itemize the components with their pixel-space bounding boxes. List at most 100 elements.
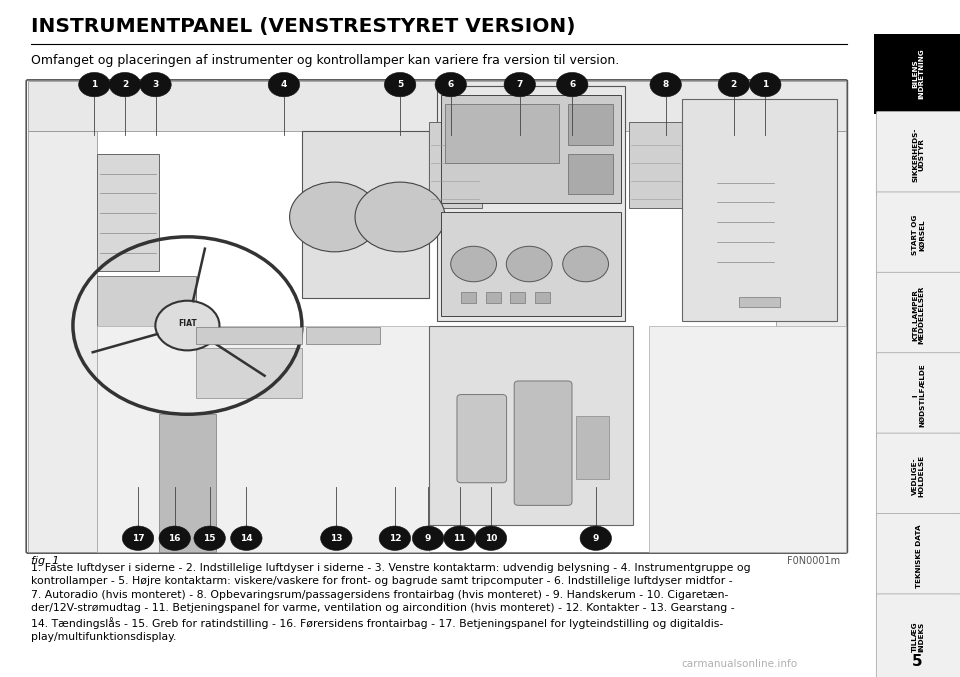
Bar — [445, 104, 560, 162]
FancyBboxPatch shape — [876, 192, 960, 278]
Bar — [715, 154, 776, 271]
Text: 8: 8 — [662, 80, 669, 89]
Text: 17: 17 — [132, 533, 144, 543]
Text: 12: 12 — [389, 533, 401, 543]
Text: 1. Faste luftdyser i siderne - 2. Indstillelige luftdyser i siderne - 3. Venstre: 1. Faste luftdyser i siderne - 2. Indsti… — [31, 563, 750, 642]
Circle shape — [580, 526, 612, 550]
Bar — [441, 95, 621, 203]
Bar — [98, 326, 428, 552]
Text: 3: 3 — [153, 80, 158, 89]
FancyBboxPatch shape — [876, 353, 960, 439]
Circle shape — [321, 526, 352, 550]
Circle shape — [122, 526, 154, 550]
Text: 13: 13 — [330, 533, 343, 543]
Text: VEDLIGE-
HOLDELSE: VEDLIGE- HOLDELSE — [912, 455, 924, 497]
Text: 2: 2 — [731, 80, 737, 89]
Text: F0N0001m: F0N0001m — [787, 556, 840, 567]
Text: 5: 5 — [911, 654, 923, 669]
Text: BILENS
INDRETNING: BILENS INDRETNING — [912, 49, 924, 100]
FancyBboxPatch shape — [876, 272, 960, 358]
Text: 15: 15 — [204, 533, 216, 543]
Text: KTR.LAMPER
MEDDELELSER: KTR.LAMPER MEDDELELSER — [912, 286, 924, 345]
Bar — [196, 348, 301, 398]
Text: START OG
KØRSEL: START OG KØRSEL — [912, 215, 924, 255]
Bar — [511, 292, 525, 303]
Bar — [462, 292, 476, 303]
Bar — [158, 414, 216, 552]
Text: 10: 10 — [485, 533, 497, 543]
Circle shape — [109, 72, 141, 97]
Circle shape — [413, 526, 444, 550]
Bar — [486, 292, 500, 303]
Bar — [428, 326, 633, 525]
Bar — [649, 326, 846, 552]
Text: 16: 16 — [168, 533, 181, 543]
Bar — [441, 213, 621, 316]
Circle shape — [718, 72, 750, 97]
FancyBboxPatch shape — [26, 80, 848, 553]
Circle shape — [563, 246, 609, 282]
FancyBboxPatch shape — [515, 381, 572, 505]
Text: 9: 9 — [592, 533, 599, 543]
Circle shape — [450, 246, 496, 282]
Circle shape — [268, 72, 300, 97]
Circle shape — [194, 526, 226, 550]
Bar — [567, 104, 612, 145]
Bar — [776, 131, 846, 552]
Circle shape — [650, 72, 682, 97]
Text: INSTRUMENTPANEL (VENSTRESTYRET VERSION): INSTRUMENTPANEL (VENSTRESTYRET VERSION) — [31, 17, 575, 36]
Text: 1: 1 — [762, 80, 768, 89]
Text: 14: 14 — [240, 533, 252, 543]
Bar — [739, 297, 780, 307]
Text: TEKNISKE DATA: TEKNISKE DATA — [916, 525, 922, 588]
Circle shape — [504, 72, 536, 97]
Bar — [301, 131, 428, 299]
Text: 4: 4 — [280, 80, 287, 89]
Bar — [874, 34, 960, 114]
Text: 5: 5 — [397, 80, 403, 89]
Bar — [683, 100, 837, 321]
Text: 9: 9 — [425, 533, 431, 543]
Circle shape — [79, 72, 110, 97]
Circle shape — [444, 526, 475, 550]
Text: carmanualsonline.info: carmanualsonline.info — [682, 659, 798, 669]
Circle shape — [506, 246, 552, 282]
Circle shape — [435, 72, 467, 97]
FancyBboxPatch shape — [457, 395, 507, 483]
Circle shape — [290, 182, 379, 252]
Bar — [428, 122, 482, 208]
Circle shape — [230, 526, 262, 550]
Text: 2: 2 — [122, 80, 128, 89]
Text: fig. 1: fig. 1 — [31, 556, 59, 567]
Bar — [28, 131, 98, 552]
FancyBboxPatch shape — [876, 112, 960, 198]
Text: 7: 7 — [516, 80, 523, 89]
Text: 6: 6 — [569, 80, 575, 89]
FancyBboxPatch shape — [876, 513, 960, 599]
Circle shape — [557, 72, 588, 97]
Text: FIAT: FIAT — [178, 319, 197, 328]
Bar — [437, 86, 625, 321]
FancyBboxPatch shape — [876, 594, 960, 677]
Circle shape — [750, 72, 781, 97]
Text: I
NØDSTILFÆLDE: I NØDSTILFÆLDE — [912, 364, 924, 427]
Bar — [196, 328, 301, 344]
Circle shape — [159, 526, 190, 550]
Circle shape — [156, 301, 220, 351]
Circle shape — [475, 526, 507, 550]
Text: 1: 1 — [91, 80, 98, 89]
Bar — [629, 122, 683, 208]
Bar — [28, 81, 846, 131]
Bar — [535, 292, 550, 303]
Bar — [306, 328, 379, 344]
Text: SIKKERHEDS-
UDSTYR: SIKKERHEDS- UDSTYR — [912, 127, 924, 181]
FancyBboxPatch shape — [876, 433, 960, 519]
Text: TILLÆG
INDEKS: TILLÆG INDEKS — [912, 621, 924, 652]
Circle shape — [379, 526, 411, 550]
Circle shape — [140, 72, 171, 97]
Text: 6: 6 — [447, 80, 454, 89]
Bar — [576, 416, 609, 479]
Bar — [98, 154, 158, 271]
Text: 11: 11 — [453, 533, 466, 543]
Circle shape — [384, 72, 416, 97]
